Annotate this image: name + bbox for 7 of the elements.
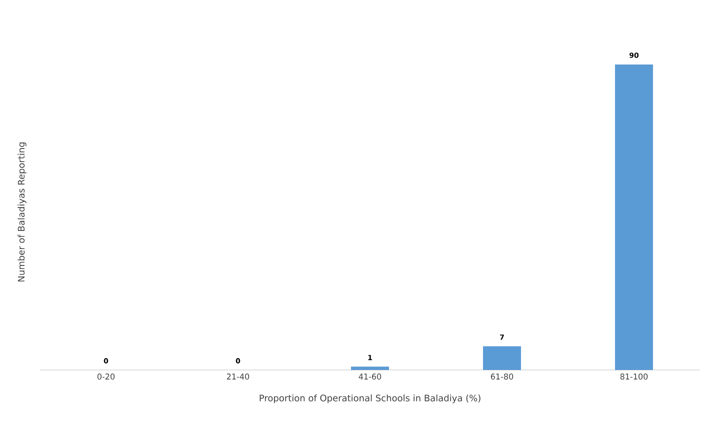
x-axis-title: Proportion of Operational Schools in Baladiya (%) [260,394,480,404]
x-tick-label: 0-20 [97,374,115,380]
x-tick-label: 41-60 [358,374,382,380]
y-axis-title: Number of Baladiyas Reporting [18,142,26,282]
x-tick-label: 61-80 [490,374,514,380]
x-tick-label: 21-40 [226,374,250,380]
x-tick-label: 81-100 [620,374,648,380]
